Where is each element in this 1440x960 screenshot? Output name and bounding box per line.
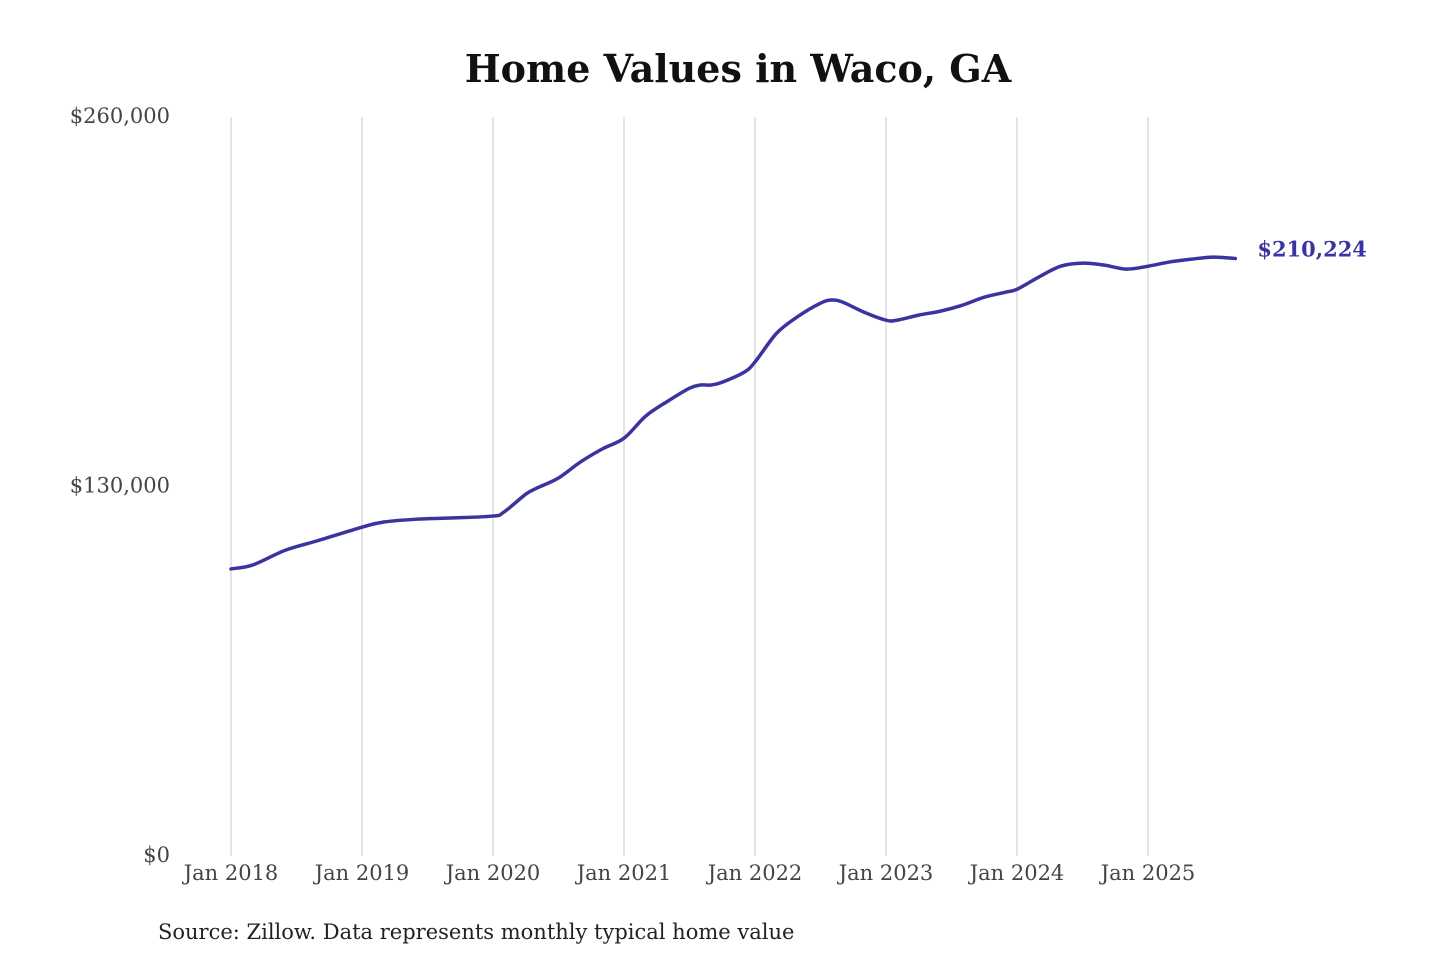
end-value-label: $210,224 [1257,236,1367,261]
source-note: Source: Zillow. Data represents monthly … [158,920,794,944]
x-tick-label: Jan 2024 [968,861,1065,885]
x-tick-label: Jan 2021 [575,861,672,885]
y-tick-label: $130,000 [70,474,170,498]
x-tick-label: Jan 2020 [444,861,541,885]
x-tick-label: Jan 2019 [313,861,410,885]
chart-title: Home Values in Waco, GA [465,46,1012,91]
x-tick-label: Jan 2022 [706,861,803,885]
y-tick-label: $260,000 [70,104,170,128]
x-tick-label: Jan 2025 [1099,861,1196,885]
y-tick-label: $0 [143,843,170,867]
x-tick-label: Jan 2023 [837,861,934,885]
x-tick-label: Jan 2018 [182,861,279,885]
series-line [229,255,1238,571]
